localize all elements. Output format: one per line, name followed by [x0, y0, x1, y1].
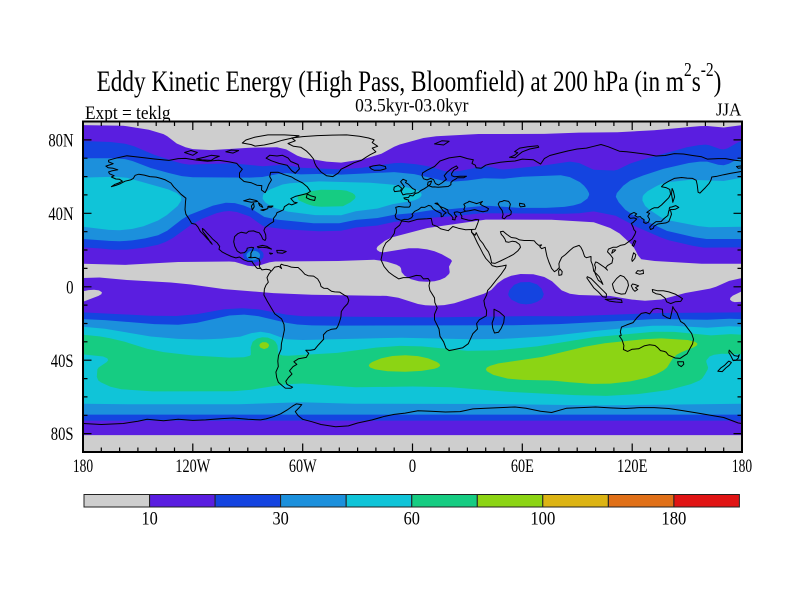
svg-text:60E: 60E [511, 455, 534, 476]
svg-text:180: 180 [732, 456, 752, 477]
svg-text:120W: 120W [175, 455, 210, 476]
svg-text:30: 30 [272, 507, 289, 528]
svg-text:Eddy Kinetic Energy (High Pass: Eddy Kinetic Energy (High Pass, Bloomfie… [97, 58, 722, 98]
svg-text:10: 10 [141, 507, 158, 528]
svg-text:Expt = teklg: Expt = teklg [85, 102, 171, 123]
svg-text:0: 0 [409, 456, 416, 477]
svg-text:0: 0 [66, 277, 73, 298]
svg-text:100: 100 [530, 507, 555, 528]
svg-text:60: 60 [404, 507, 421, 528]
svg-text:03.5kyr-03.0kyr: 03.5kyr-03.0kyr [355, 95, 468, 116]
svg-text:40S: 40S [51, 350, 74, 371]
svg-text:180: 180 [661, 507, 686, 528]
svg-text:180: 180 [73, 456, 93, 477]
svg-text:JJA: JJA [716, 99, 742, 120]
svg-text:80N: 80N [48, 130, 73, 151]
svg-text:80S: 80S [51, 424, 74, 445]
svg-text:120E: 120E [617, 455, 647, 476]
svg-text:40N: 40N [48, 203, 73, 224]
svg-text:60W: 60W [289, 455, 317, 476]
